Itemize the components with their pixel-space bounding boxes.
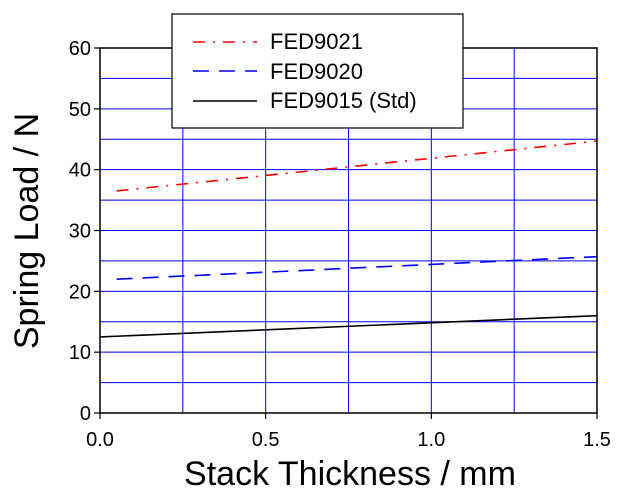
legend-label-fed9021: FED9021 (270, 29, 363, 54)
y-tick-label: 20 (69, 281, 91, 303)
y-tick-label: 40 (69, 160, 91, 182)
y-axis-label: Spring Load / N (8, 113, 46, 349)
y-tick-label: 30 (69, 221, 91, 243)
y-tick-label: 50 (69, 99, 91, 121)
x-tick-label: 0.5 (252, 429, 280, 451)
series-line-1 (116, 255, 598, 280)
legend-label-fed9020: FED9020 (270, 59, 363, 84)
y-tick-label: 60 (69, 38, 91, 60)
y-tick-labels: 0 10 20 30 40 50 60 (69, 38, 91, 425)
legend-label-fed9015: FED9015 (Std) (270, 88, 417, 113)
series-line-0 (116, 140, 598, 192)
x-tick-label: 1.0 (417, 429, 445, 451)
x-axis-label: Stack Thickness / mm (184, 455, 516, 493)
y-tick-label: 0 (80, 403, 91, 425)
x-tick-label: 1.5 (583, 429, 611, 451)
x-tick-label: 0.0 (86, 429, 114, 451)
axis-ticks (94, 47, 598, 419)
x-tick-labels: 0.0 0.5 1.0 1.5 (86, 429, 611, 451)
y-tick-label: 10 (69, 342, 91, 364)
grid-lines (100, 48, 597, 413)
legend: FED9021 FED9020 FED9015 (Std) (171, 13, 464, 129)
series-line-2 (99, 314, 598, 338)
series-lines (99, 140, 598, 338)
